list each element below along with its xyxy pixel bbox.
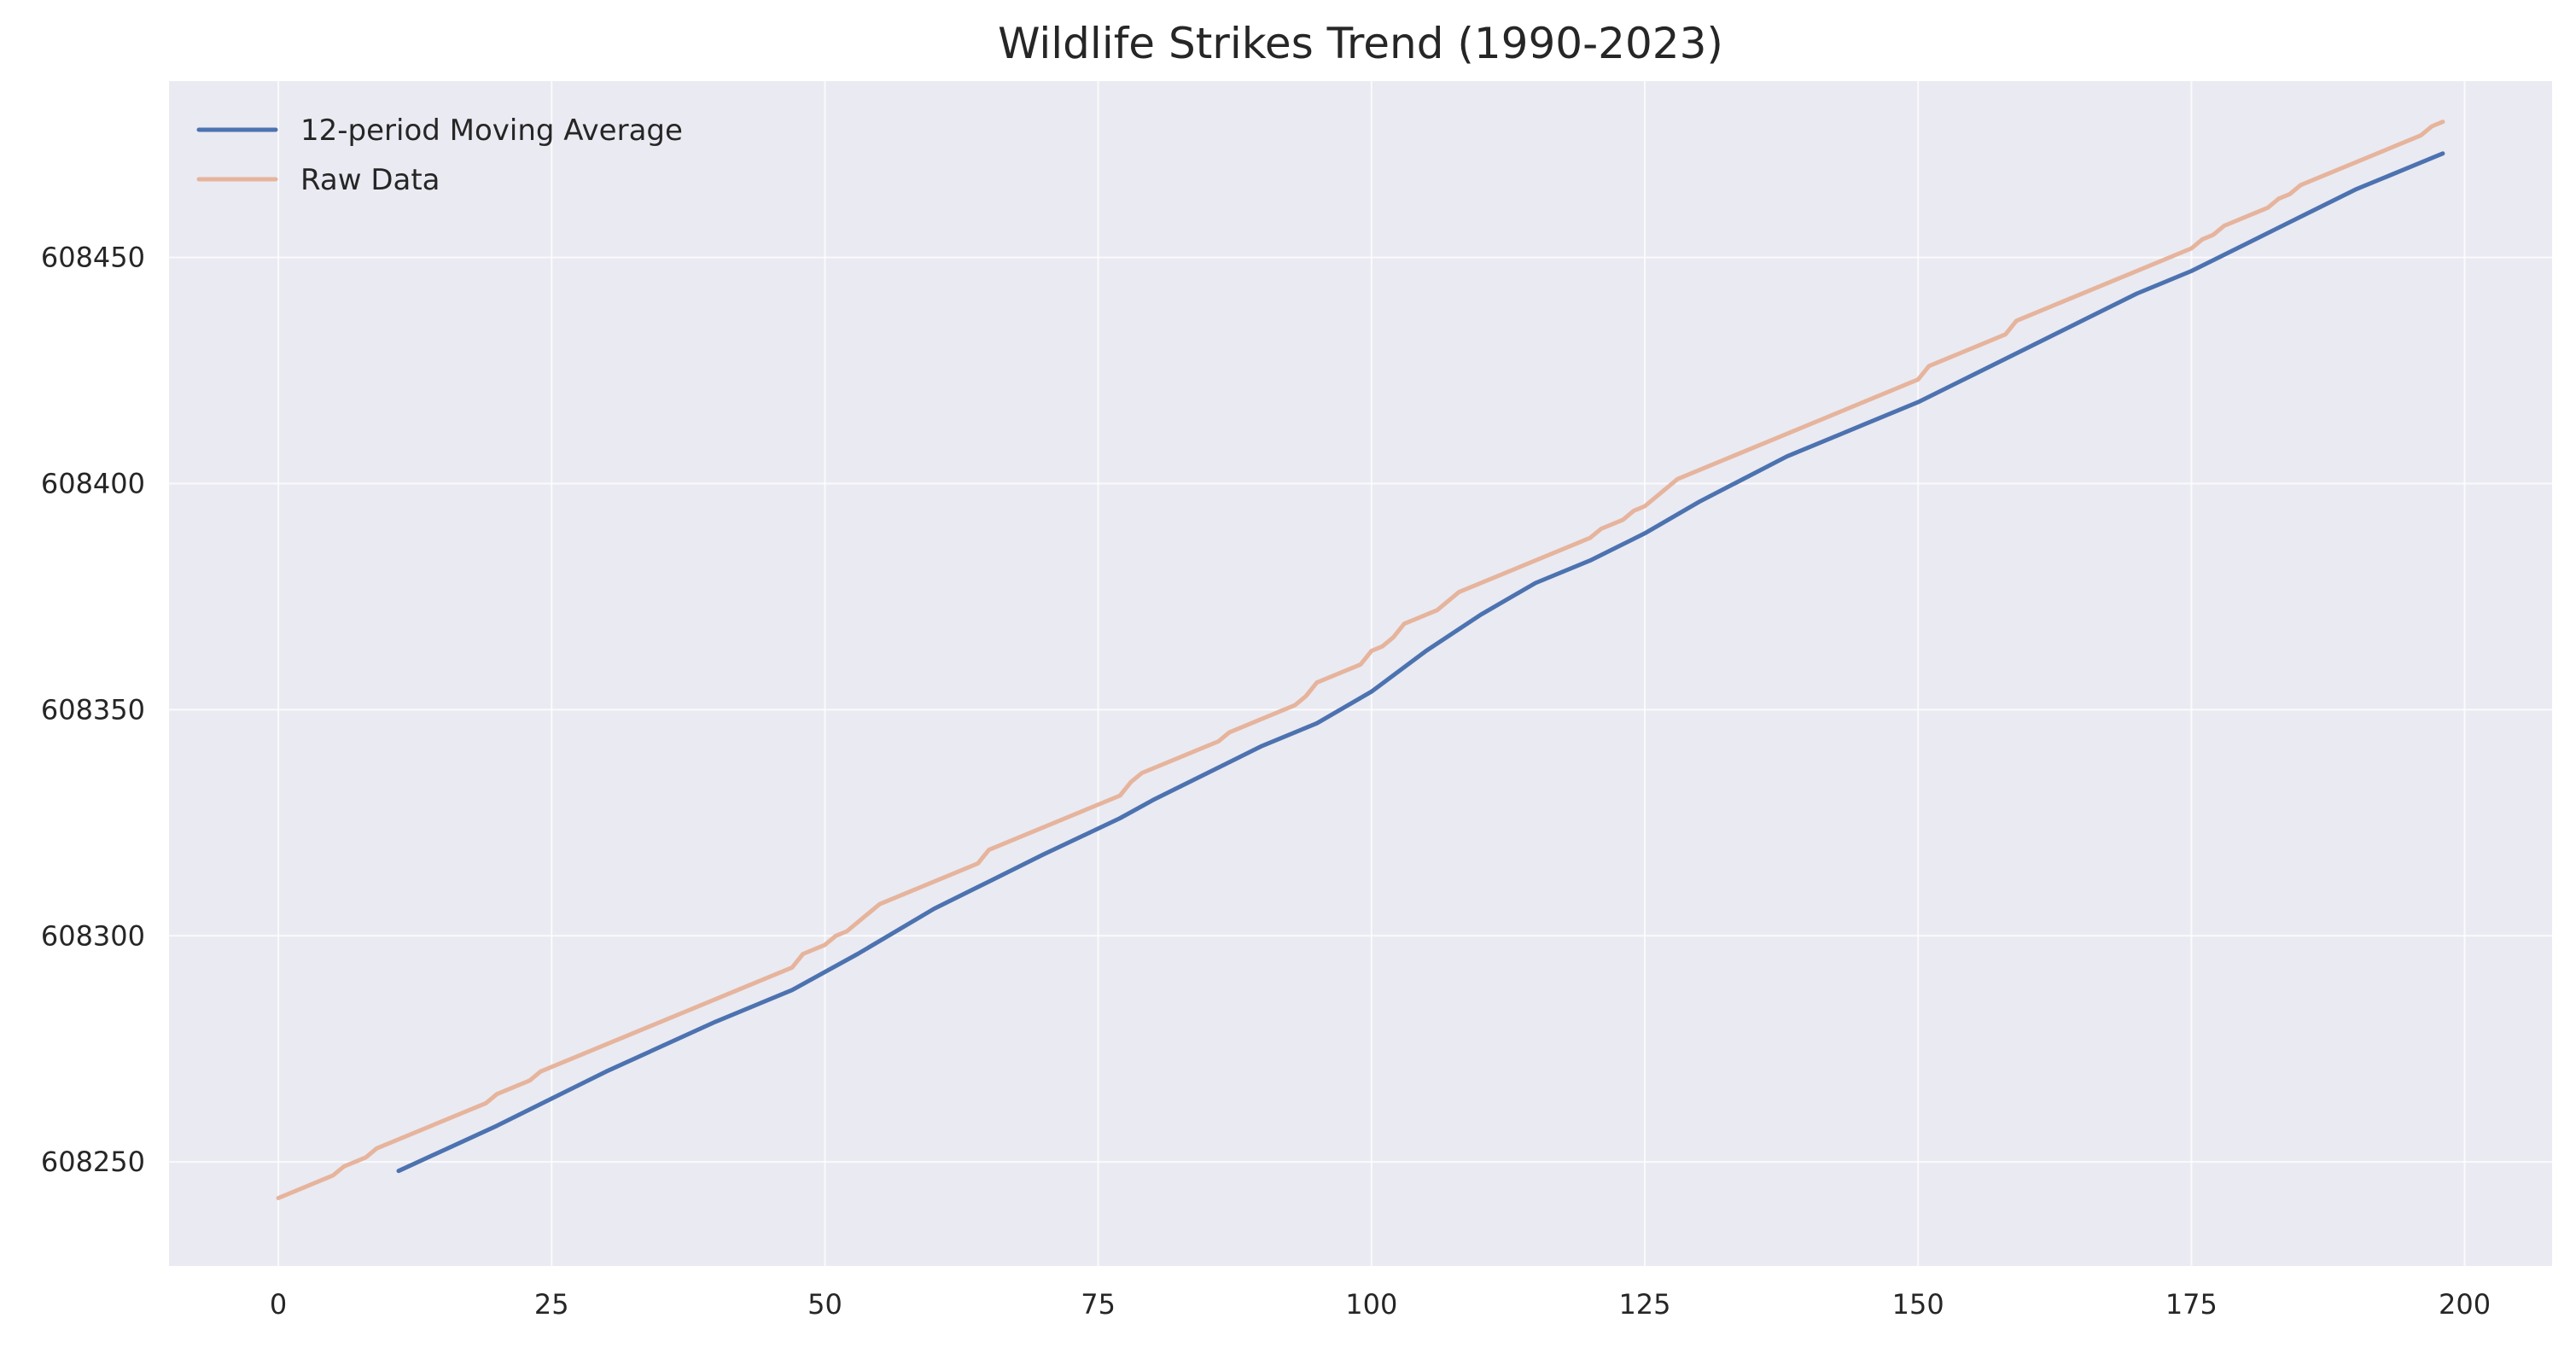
- plot-area: [169, 81, 2552, 1266]
- legend: 12-period Moving Average Raw Data: [196, 114, 683, 197]
- tick-labels: 0 25 50 75 100 125 150 175 200 608250 608300 608350…: [41, 242, 2491, 1321]
- x-tick-label: 75: [1081, 1288, 1116, 1321]
- y-tick-label: 608400: [41, 467, 145, 499]
- x-tick-label: 25: [534, 1288, 569, 1321]
- legend-label: Raw Data: [300, 163, 440, 197]
- x-tick-label: 150: [1892, 1288, 1944, 1321]
- x-tick-label: 100: [1345, 1288, 1397, 1321]
- y-tick-label: 608300: [41, 919, 145, 952]
- series-lines: [276, 120, 2445, 1200]
- x-tick-label: 50: [807, 1288, 842, 1321]
- x-tick-label: 0: [270, 1288, 287, 1321]
- series-line-raw-data: [276, 120, 2445, 1200]
- series-line-moving-average: [396, 151, 2445, 1174]
- legend-label: 12-period Moving Average: [300, 114, 683, 148]
- y-tick-label: 608250: [41, 1146, 145, 1178]
- x-tick-label: 175: [2165, 1288, 2218, 1321]
- y-tick-label: 608350: [41, 693, 145, 726]
- y-tick-label: 608450: [41, 242, 145, 274]
- x-tick-label: 125: [1618, 1288, 1670, 1321]
- x-tick-label: 200: [2439, 1288, 2491, 1321]
- grid-lines: [169, 81, 2552, 1266]
- chart-title: Wildlife Strikes Trend (1990-2023): [998, 19, 1723, 68]
